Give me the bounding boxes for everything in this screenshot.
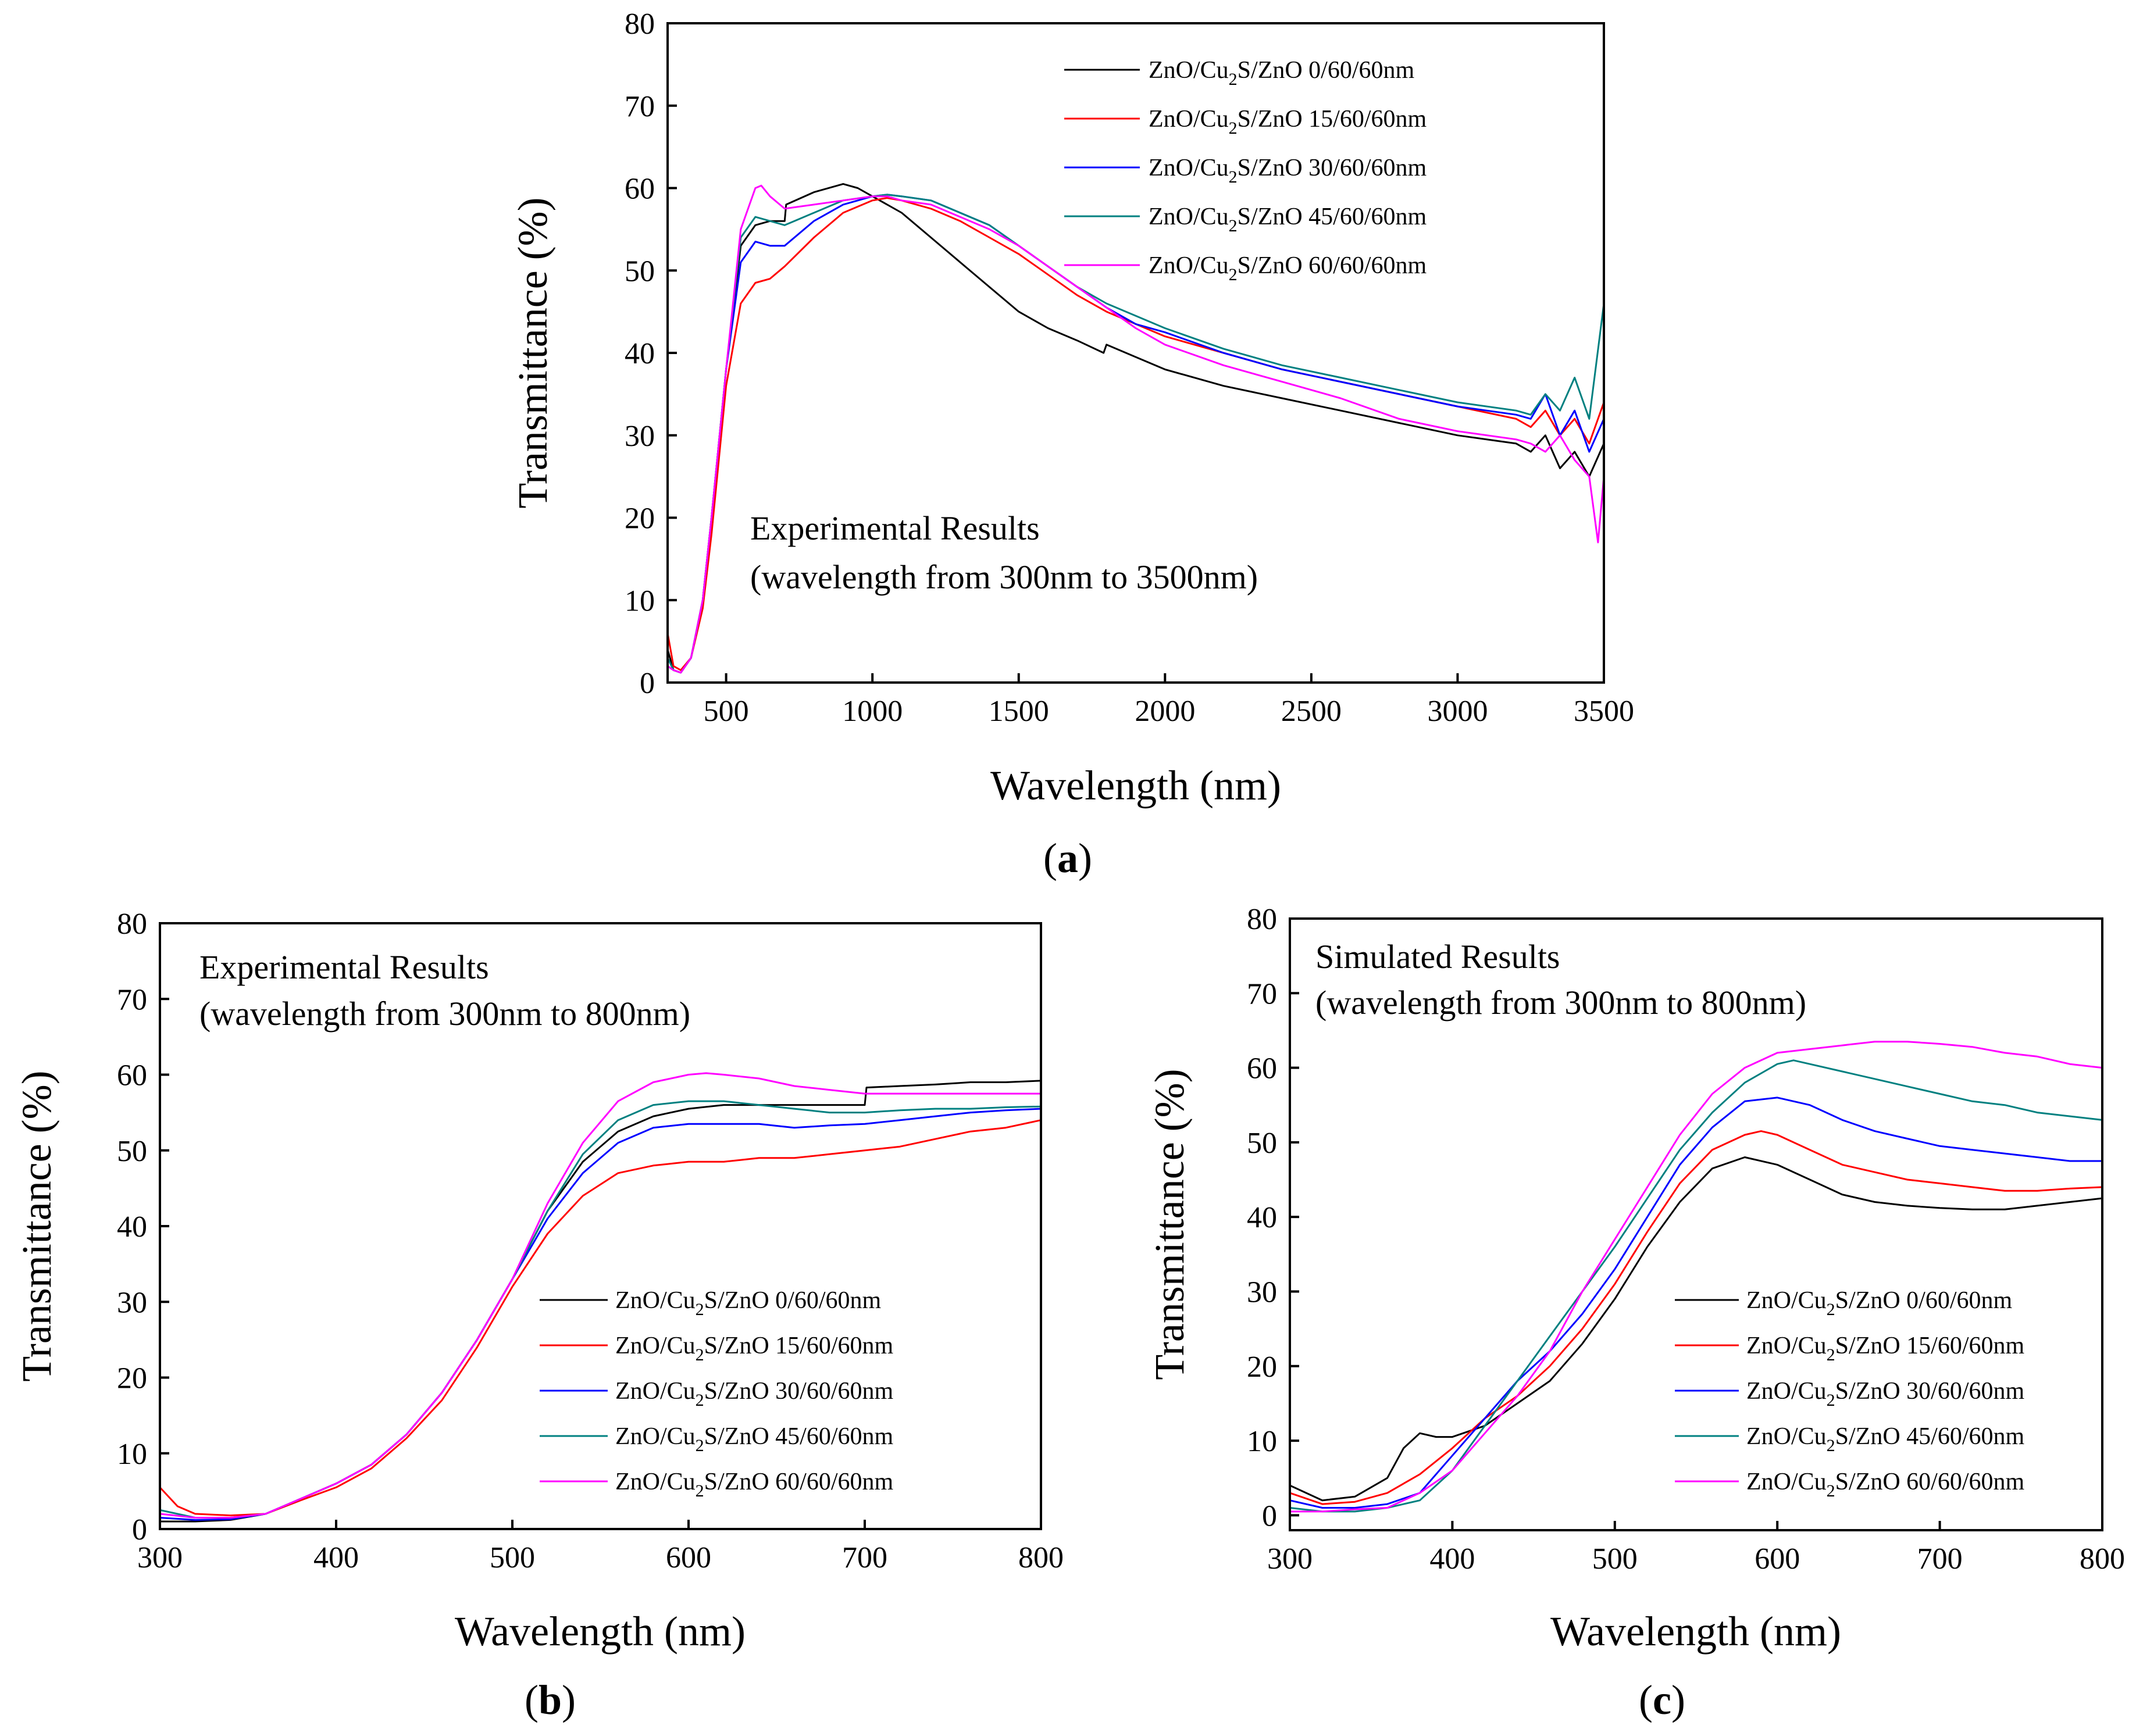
panel-c-series-2-line [1289, 1130, 2103, 1505]
panel-a-ytick-label-8: 70 [625, 90, 655, 123]
panel-b-ytick-label-7: 60 [117, 1059, 147, 1092]
panel-c-ytick-label-5: 40 [1247, 1201, 1277, 1234]
panel-c-xtick-label-4: 600 [1755, 1542, 1800, 1576]
panel-c-legend-label-1: ZnO/Cu2S/ZnO 0/60/60nm [1746, 1287, 2013, 1319]
panel-a-ticks: 500 1000 1500 2000 2500 3000 3500 0 10 20 30 40 50 60… [625, 8, 1634, 728]
panel-a-series-5-line [667, 184, 1605, 674]
panel-c-ylabel: Transmittance (%) [1146, 1069, 1193, 1380]
panel-c-xtick-label-1: 300 [1267, 1542, 1313, 1576]
panel-c-ytick-label-2: 10 [1247, 1425, 1277, 1458]
panel-b-legend-label-1: ZnO/Cu2S/ZnO 0/60/60nm [615, 1287, 882, 1319]
panel-b-ytick-label-2: 10 [117, 1438, 147, 1471]
panel-b-annotation-line-2: (wavelength from 300nm to 800nm) [199, 995, 690, 1033]
panel-c-ytick-label-1: 0 [1262, 1499, 1277, 1533]
panel-b-xtick-label-3: 500 [490, 1541, 535, 1574]
panel-c-chart: 300 400 500 600 700 800 0 10 20 30 40 50 60 70 80 Tran… [1146, 903, 2125, 1723]
panel-c-label: (c) [1639, 1677, 1685, 1723]
panel-a-xlabel: Wavelength (nm) [990, 762, 1281, 809]
panel-b-annotation-line-1: Experimental Results [199, 948, 489, 986]
panel-a-ytick-label-2: 10 [625, 584, 655, 617]
panel-b-xtick-label-6: 800 [1018, 1541, 1064, 1574]
panel-a-ytick-label-1: 0 [640, 667, 655, 700]
panel-b-label: (b) [525, 1677, 576, 1723]
panel-b-xtick-label-4: 600 [666, 1541, 711, 1574]
panel-c-xlabel: Wavelength (nm) [1550, 1608, 1841, 1655]
panel-a-ytick-label-9: 80 [625, 8, 655, 41]
panel-b-xlabel: Wavelength (nm) [455, 1608, 746, 1655]
panel-a-chart: 500 1000 1500 2000 2500 3000 3500 0 10 20 30 40 50 60… [509, 8, 1634, 881]
panel-a-annotation-line-2: (wavelength from 300nm to 3500nm) [750, 558, 1258, 596]
panel-b-ytick-label-6: 50 [117, 1135, 147, 1168]
panel-a-xtick-label-3: 1500 [989, 695, 1049, 728]
panel-a-ytick-label-5: 40 [625, 337, 655, 370]
panel-c-ytick-label-4: 30 [1247, 1276, 1277, 1309]
panel-a-xtick-label-4: 2000 [1135, 695, 1195, 728]
panel-c-ticks: 300 400 500 600 700 800 0 10 20 30 40 50 60 70 80 [1247, 903, 2125, 1576]
panel-b-legend-label-5: ZnO/Cu2S/ZnO 60/60/60nm [615, 1469, 894, 1501]
panel-a-legend: ZnO/Cu2S/ZnO 0/60/60nm ZnO/Cu2S/ZnO 15/60… [1064, 57, 1427, 284]
panel-b-ticks: 300 400 500 600 700 800 0 10 20 30 40 50 60 70 80 [117, 908, 1064, 1574]
panel-a-ytick-label-3: 20 [625, 502, 655, 535]
panel-a-xtick-label-5: 2500 [1281, 695, 1342, 728]
panel-c-series-4-line [1289, 1059, 2103, 1513]
panel-b-series-group [159, 1072, 1042, 1523]
panel-a-xtick-label-6: 3000 [1427, 695, 1488, 728]
panel-a-legend-label-3: ZnO/Cu2S/ZnO 30/60/60nm [1149, 155, 1427, 187]
panel-c-xtick-label-5: 700 [1917, 1542, 1963, 1576]
panel-c-xtick-label-3: 500 [1592, 1542, 1638, 1576]
panel-b-ytick-label-1: 0 [132, 1513, 147, 1546]
panel-c-ytick-label-9: 80 [1247, 903, 1277, 936]
panel-b-ytick-label-4: 30 [117, 1286, 147, 1319]
panel-b-ylabel: Transmittance (%) [13, 1070, 60, 1381]
panel-a-legend-label-1: ZnO/Cu2S/ZnO 0/60/60nm [1149, 57, 1415, 89]
panel-c-series-3-line [1289, 1096, 2102, 1509]
panel-a-label: (a) [1043, 835, 1092, 881]
panel-a-legend-label-2: ZnO/Cu2S/ZnO 15/60/60nm [1149, 106, 1427, 138]
panel-b-ytick-label-8: 70 [117, 983, 147, 1016]
panel-a-xtick-label-7: 3500 [1574, 695, 1634, 728]
panel-a-ytick-label-7: 60 [625, 173, 655, 206]
panel-b-legend: ZnO/Cu2S/ZnO 0/60/60nm ZnO/Cu2S/ZnO 15/60… [540, 1287, 894, 1501]
panel-a-ytick-label-4: 30 [625, 420, 655, 453]
panel-a-ytick-label-6: 50 [625, 255, 655, 288]
panel-b-xtick-label-1: 300 [137, 1541, 183, 1574]
panel-a-legend-label-5: ZnO/Cu2S/ZnO 60/60/60nm [1149, 252, 1427, 284]
panel-c-legend: ZnO/Cu2S/ZnO 0/60/60nm ZnO/Cu2S/ZnO 15/60… [1675, 1287, 2025, 1501]
panel-c-series-1-line [1289, 1156, 2103, 1502]
panel-a-xtick-label-1: 500 [704, 695, 749, 728]
panel-c-ytick-label-6: 50 [1247, 1127, 1277, 1160]
panel-b-xtick-label-5: 700 [842, 1541, 887, 1574]
panel-c-legend-label-5: ZnO/Cu2S/ZnO 60/60/60nm [1746, 1469, 2025, 1501]
panel-a-series-group [666, 183, 1605, 674]
panel-b-series-5-line [159, 1072, 1041, 1519]
panel-c-annotation-line-2: (wavelength from 300nm to 800nm) [1315, 984, 1806, 1021]
panel-b-xtick-label-2: 400 [313, 1541, 359, 1574]
panel-b-legend-label-2: ZnO/Cu2S/ZnO 15/60/60nm [615, 1333, 894, 1364]
panel-a-legend-label-4: ZnO/Cu2S/ZnO 45/60/60nm [1149, 203, 1427, 235]
panel-c-annotation-line-1: Simulated Results [1315, 938, 1560, 976]
panel-c-ytick-label-7: 60 [1247, 1052, 1277, 1085]
panel-a-xtick-label-2: 1000 [842, 695, 903, 728]
panel-c-series-group [1289, 1041, 2103, 1513]
panel-a-series-2-line [666, 197, 1605, 671]
panel-b-ytick-label-5: 40 [117, 1210, 147, 1244]
panel-b-ytick-label-3: 20 [117, 1362, 147, 1395]
panel-a-ylabel: Transmittance (%) [509, 197, 556, 508]
panel-c-plot-frame [1289, 917, 2103, 1531]
panel-c-series-5-line [1290, 1041, 2103, 1513]
panel-b-ytick-label-9: 80 [117, 908, 147, 941]
panel-c-legend-label-4: ZnO/Cu2S/ZnO 45/60/60nm [1746, 1423, 2025, 1455]
panel-c-legend-label-2: ZnO/Cu2S/ZnO 15/60/60nm [1746, 1333, 2025, 1364]
panel-c-ytick-label-3: 20 [1247, 1351, 1277, 1384]
panel-c-xtick-label-2: 400 [1429, 1542, 1475, 1576]
panel-a-annotation-line-1: Experimental Results [750, 509, 1040, 547]
panel-b-legend-label-4: ZnO/Cu2S/ZnO 45/60/60nm [615, 1423, 894, 1455]
panel-c-xtick-label-6: 800 [2080, 1542, 2125, 1576]
panel-b-chart: 300 400 500 600 700 800 0 10 20 30 40 50 60 70 80 Tran… [13, 908, 1064, 1723]
panel-b-legend-label-3: ZnO/Cu2S/ZnO 30/60/60nm [615, 1378, 894, 1410]
panel-c-ytick-label-8: 70 [1247, 977, 1277, 1010]
panel-c-legend-label-3: ZnO/Cu2S/ZnO 30/60/60nm [1746, 1378, 2025, 1410]
